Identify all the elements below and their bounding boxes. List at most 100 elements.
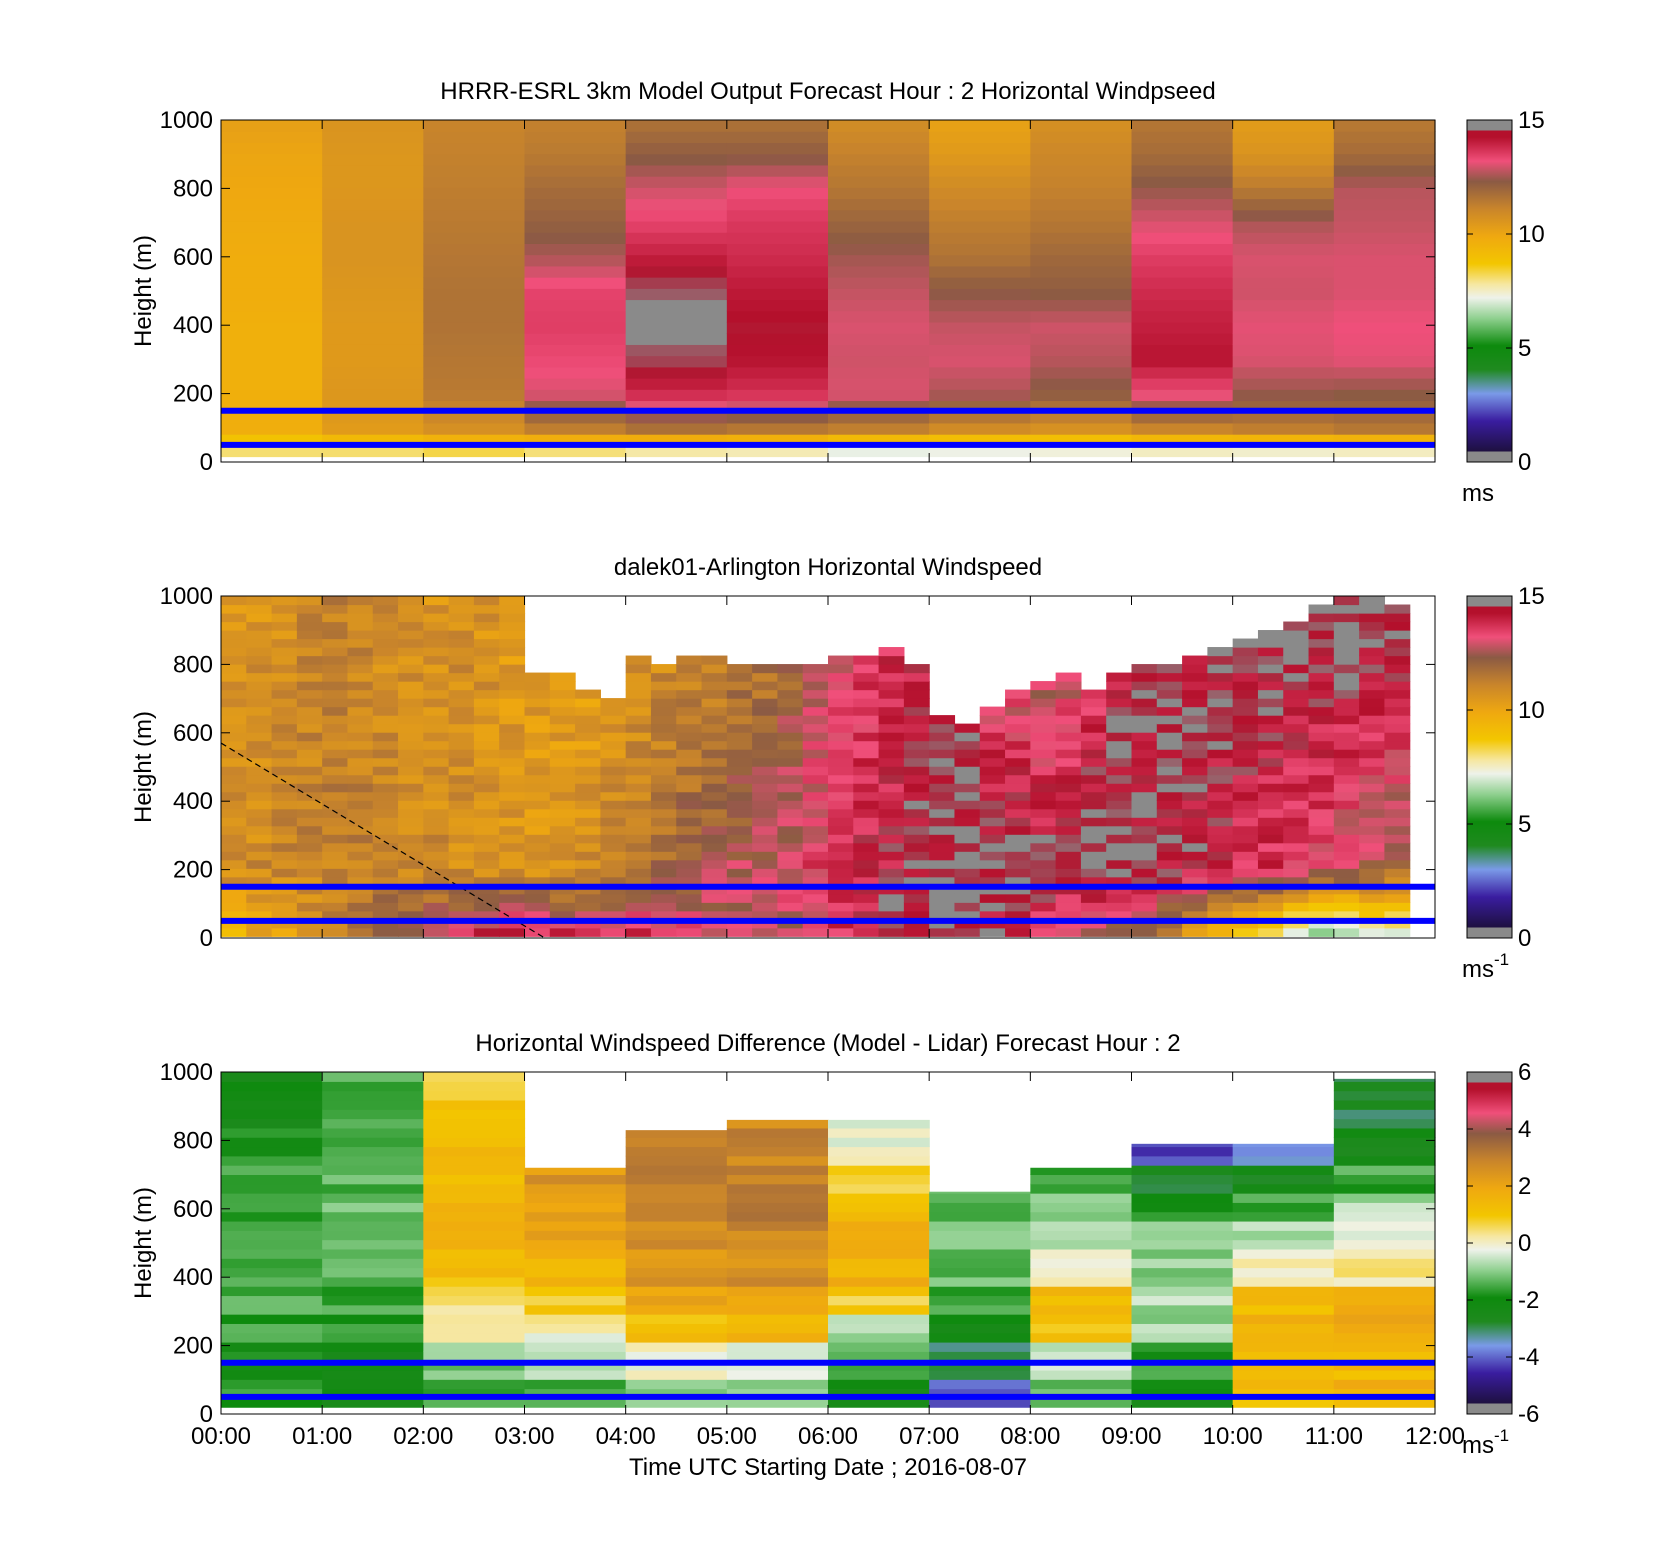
heatmap-cell [828, 681, 854, 691]
heatmap-cell [1333, 299, 1436, 312]
heatmap-cell [524, 681, 551, 691]
heatmap-cell [1257, 783, 1284, 793]
heatmap-cell [423, 400, 526, 413]
heatmap-cell [701, 817, 728, 827]
heatmap-cell [1384, 842, 1411, 852]
heatmap-cell [1182, 859, 1208, 869]
heatmap-cell [1257, 630, 1284, 640]
heatmap-cell [1384, 630, 1411, 640]
heatmap-cell [473, 817, 500, 827]
heatmap-cell [221, 1127, 323, 1138]
heatmap-cell [1333, 1090, 1436, 1101]
heatmap-cell [828, 774, 854, 784]
heatmap-cell [575, 842, 601, 852]
heatmap-cell [878, 715, 905, 725]
heatmap-cell [499, 885, 526, 895]
heatmap-cell [221, 120, 323, 132]
heatmap-cell [322, 1202, 424, 1213]
heatmap-cell [473, 868, 500, 878]
heatmap-cell [1106, 715, 1133, 725]
heatmap-cell [1131, 808, 1158, 818]
heatmap-cell [1131, 893, 1158, 903]
heatmap-cell [524, 800, 551, 810]
heatmap-cell [221, 638, 247, 648]
heatmap-cell [372, 698, 399, 708]
heatmap-cell [1131, 321, 1234, 334]
heatmap-cell [701, 885, 728, 895]
heatmap-cell [1232, 825, 1259, 835]
heatmap-cell [221, 1323, 323, 1334]
heatmap-cell [752, 698, 779, 708]
heatmap-cell [1080, 800, 1107, 810]
heatmap-cell [1359, 868, 1386, 878]
heatmap-cell [1232, 131, 1335, 144]
heatmap-cell [600, 749, 627, 759]
heatmap-cell [1333, 344, 1436, 357]
heatmap-cell [1232, 859, 1259, 869]
heatmap-cell [1232, 389, 1335, 402]
heatmap-cell [322, 723, 349, 733]
heatmap-cell [246, 885, 273, 895]
heatmap-cell [322, 1295, 424, 1306]
heatmap-cell [322, 176, 424, 188]
colorbar-tick-label: 15 [1518, 107, 1545, 134]
heatmap-cell [1156, 825, 1183, 835]
heatmap-cell [1333, 664, 1360, 674]
heatmap-cell [1308, 613, 1335, 623]
heatmap-cell [726, 808, 753, 818]
heatmap-cell [322, 851, 349, 861]
heatmap-cell [802, 732, 829, 742]
heatmap-cell [1359, 800, 1386, 810]
heatmap-cell [1308, 749, 1335, 759]
heatmap-cell [1232, 1351, 1335, 1362]
heatmap-cell [221, 757, 247, 767]
heatmap-cell [853, 715, 880, 725]
heatmap-cell [878, 672, 905, 682]
heatmap-cell [979, 808, 1006, 818]
heatmap-cell [221, 817, 247, 827]
heatmap-cell [221, 1155, 323, 1166]
heatmap-cell [246, 740, 273, 750]
heatmap-cell [448, 851, 475, 861]
heatmap-cell [1232, 885, 1259, 895]
heatmap-cell [423, 817, 450, 827]
heatmap-cell [625, 1286, 728, 1297]
heatmap-cell [221, 366, 323, 379]
heatmap-cell [777, 834, 804, 844]
heatmap-cell [473, 723, 500, 733]
heatmap-cell [322, 1332, 424, 1343]
heatmap-cell [1359, 732, 1386, 742]
heatmap-cell [1131, 243, 1234, 256]
heatmap-cell [473, 859, 500, 869]
heatmap-cell [1359, 893, 1386, 903]
heatmap-cell [549, 817, 576, 827]
heatmap-cell [701, 927, 728, 937]
heatmap-cell [625, 445, 728, 458]
heatmap-cell [296, 740, 323, 750]
heatmap-cell [929, 321, 1031, 334]
heatmap-cell [1131, 422, 1234, 435]
heatmap-cell [828, 885, 854, 895]
heatmap-cell [903, 893, 930, 903]
heatmap-cell [777, 825, 804, 835]
heatmap-cell [524, 689, 551, 699]
heatmap-cell [347, 689, 374, 699]
heatmap-cell [473, 689, 500, 699]
heatmap-cell [979, 885, 1006, 895]
heatmap-cell [221, 1081, 323, 1092]
heatmap-cell [1283, 859, 1310, 869]
heatmap-cell [1384, 732, 1411, 742]
heatmap-cell [1030, 1193, 1133, 1203]
colorbar-tick-label: -6 [1518, 1401, 1539, 1428]
heatmap-cell [423, 698, 450, 708]
heatmap-cell [929, 1314, 1031, 1324]
heatmap-cell [802, 672, 829, 682]
heatmap-cell [802, 715, 829, 725]
heatmap-cell [221, 164, 323, 177]
heatmap-cell [726, 927, 753, 937]
heatmap-cell [650, 902, 677, 912]
colorbar-tick-label: 5 [1518, 335, 1531, 362]
heatmap-cell [524, 232, 627, 244]
heatmap-cell [1283, 681, 1310, 691]
heatmap-cell [1207, 876, 1234, 886]
